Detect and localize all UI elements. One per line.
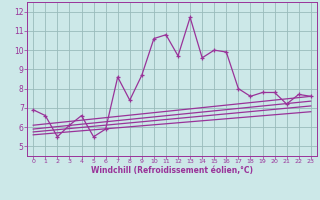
X-axis label: Windchill (Refroidissement éolien,°C): Windchill (Refroidissement éolien,°C) (91, 166, 253, 175)
